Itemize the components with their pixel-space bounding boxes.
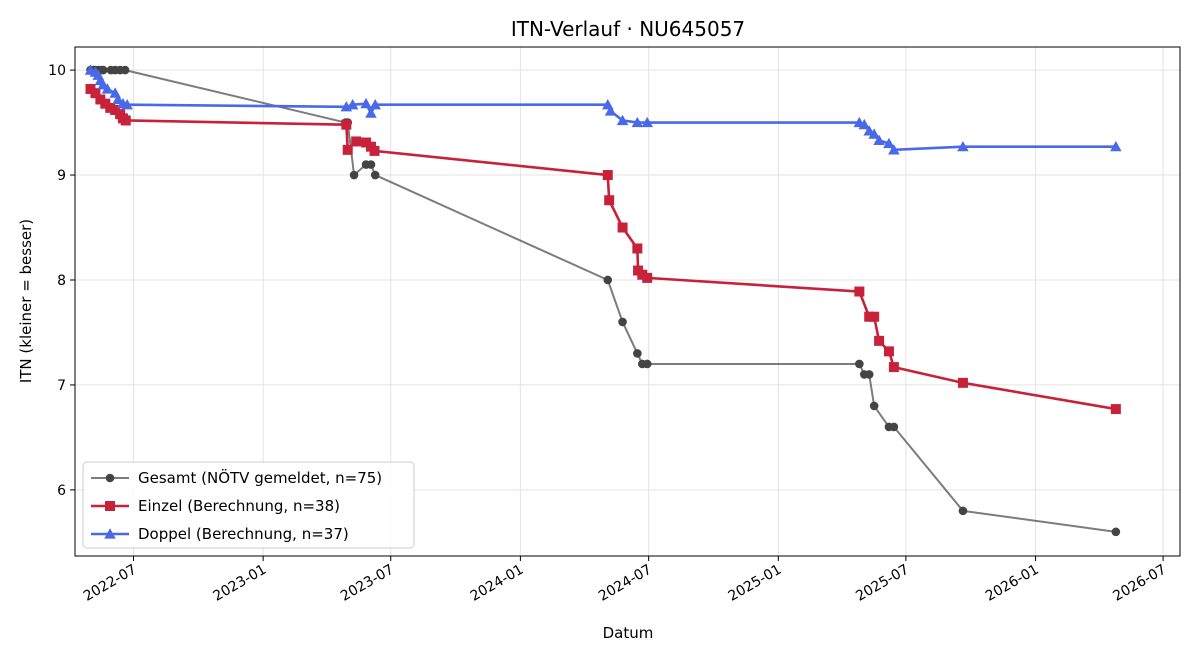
data-point	[98, 65, 108, 75]
y-tick-label: 10	[48, 63, 66, 79]
legend-marker	[105, 473, 115, 483]
data-point	[858, 118, 871, 130]
series-layer	[84, 64, 1122, 537]
data-point	[864, 370, 874, 379]
data-point	[90, 88, 101, 99]
data-point	[120, 115, 131, 126]
data-point	[1111, 527, 1121, 537]
data-point	[351, 136, 362, 147]
legend-marker	[105, 501, 115, 511]
data-point	[631, 116, 644, 128]
plot-frame	[74, 46, 1181, 557]
data-point	[888, 144, 900, 155]
data-point	[642, 272, 653, 283]
data-point	[617, 222, 628, 233]
data-point	[121, 98, 133, 110]
data-point	[632, 243, 643, 254]
y-axis-label: ITN (kleiner = besser)	[17, 219, 35, 383]
data-point	[888, 362, 899, 373]
data-point	[1110, 140, 1122, 152]
data-point	[349, 170, 359, 180]
legend: Gesamt (NÖTV gemeldet, n=75) Einzel (Bere…	[82, 461, 415, 549]
series-3	[84, 64, 1122, 155]
data-point	[602, 170, 613, 181]
chart-title: ITN-Verlauf · NU645057	[511, 17, 745, 41]
data-point	[346, 98, 359, 110]
x-axis-label: Datum	[603, 624, 654, 642]
data-point	[604, 105, 617, 116]
data-point	[341, 119, 352, 130]
data-point	[883, 137, 895, 149]
legend-label: Einzel (Berechnung, n=38)	[138, 497, 340, 515]
data-point	[958, 506, 968, 516]
legend-box	[82, 461, 415, 549]
data-point	[618, 317, 627, 327]
data-point	[641, 116, 653, 128]
grid	[75, 47, 1180, 556]
data-point	[112, 93, 124, 105]
data-point	[868, 128, 880, 139]
data-point	[616, 114, 629, 126]
data-point	[1110, 404, 1121, 415]
data-point	[342, 144, 353, 155]
data-point	[869, 401, 879, 411]
data-point	[957, 377, 968, 388]
data-point	[633, 349, 642, 358]
data-point	[855, 359, 864, 369]
data-point	[603, 275, 613, 285]
legend-marker	[104, 528, 116, 539]
y-tick-label: 7	[57, 378, 66, 394]
data-point	[883, 346, 894, 357]
y-tick-label: 6	[57, 483, 66, 499]
legend-label: Gesamt (NÖTV gemeldet, n=75)	[138, 468, 382, 487]
data-point	[369, 98, 381, 110]
data-point	[874, 335, 885, 346]
data-point	[642, 359, 652, 369]
data-point	[869, 311, 880, 322]
y-tick-label: 8	[57, 273, 66, 289]
legend-label: Doppel (Berechnung, n=37)	[138, 525, 349, 543]
data-point	[369, 145, 380, 156]
data-point	[854, 286, 865, 297]
data-point	[873, 134, 885, 146]
data-point	[889, 422, 899, 432]
data-point	[366, 160, 376, 169]
y-tick-label: 9	[57, 168, 66, 184]
data-point	[360, 97, 372, 109]
data-point	[604, 195, 615, 206]
data-point	[365, 107, 377, 118]
data-point	[370, 170, 380, 180]
data-point	[101, 83, 114, 94]
data-point	[957, 140, 969, 152]
data-point	[120, 65, 130, 75]
series-2	[85, 83, 1121, 415]
